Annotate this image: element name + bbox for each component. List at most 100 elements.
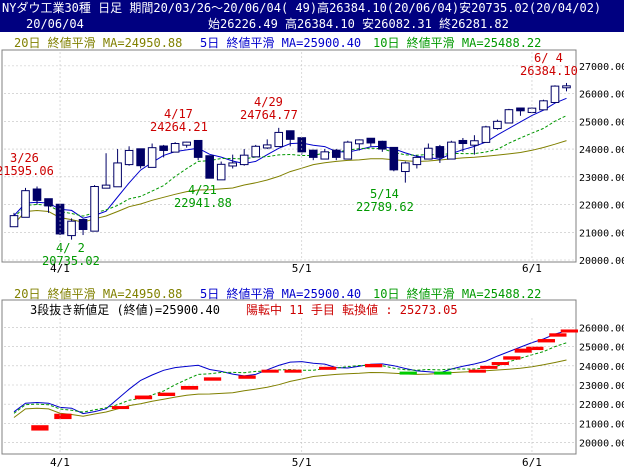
x-tick-label: 5/1 xyxy=(292,262,312,275)
candle-body xyxy=(170,143,180,153)
candle-body xyxy=(331,149,341,158)
y-tick-label: 21000.00 xyxy=(579,419,624,430)
y-tick-label: 23000.00 xyxy=(579,381,624,392)
candle-body xyxy=(113,162,122,188)
y-tick-label: 27000.00 xyxy=(579,62,624,73)
candle-body xyxy=(389,146,399,171)
x-tick-label: 4/1 xyxy=(50,456,70,469)
break-brick xyxy=(157,392,176,397)
y-tick-label: 21000.00 xyxy=(579,228,624,239)
break-brick xyxy=(560,329,578,333)
candle-body xyxy=(378,140,387,150)
candle-body xyxy=(32,188,42,201)
candle-body xyxy=(493,120,502,130)
y-tick-label: 23000.00 xyxy=(579,173,624,184)
candle-body xyxy=(366,137,376,144)
break-brick xyxy=(491,362,509,366)
x-tick-label: 6/1 xyxy=(522,262,542,275)
candle-body xyxy=(343,141,353,160)
y-tick-label: 24000.00 xyxy=(579,145,624,156)
candle-body xyxy=(458,139,468,145)
candle-body xyxy=(90,186,99,232)
ohlc-date: 20/06/04 xyxy=(26,17,84,31)
candle-body xyxy=(147,147,157,168)
break-brick xyxy=(399,371,417,375)
annotation-date: 4/17 xyxy=(164,107,193,121)
break-y-axis: 20000.00 21000.00 22000.00 23000.00 24000.00… xyxy=(579,324,624,450)
annotation-date: 3/26 xyxy=(10,151,39,165)
candle-body xyxy=(562,85,571,89)
y-tick-label: 26000.00 xyxy=(579,324,624,335)
annotation-date: 4/ 2 xyxy=(56,241,85,255)
x-tick-label: 4/1 xyxy=(50,262,70,275)
candle-body xyxy=(67,220,76,237)
break-status: 陽転中 11 手目 転換値 : 25273.05 xyxy=(246,302,458,317)
candle-body xyxy=(447,141,456,160)
break-brick xyxy=(526,346,544,351)
y-tick-label: 25000.00 xyxy=(579,343,624,354)
break-x-axis: 4/1 5/1 6/1 xyxy=(50,318,542,469)
candle-body xyxy=(320,151,330,160)
candle-y-axis: 20000.00 21000.00 22000.00 23000.00 24000.00… xyxy=(579,62,624,267)
candle-body xyxy=(539,100,548,111)
legend-ma10: 10日 終値平滑 MA=25488.22 xyxy=(373,35,541,50)
annotation-value: 22789.62 xyxy=(356,200,414,214)
y-tick-label: 22000.00 xyxy=(579,400,624,411)
candle-body xyxy=(355,139,364,145)
candle-body xyxy=(274,131,284,148)
break-grid xyxy=(4,327,574,443)
candle-body xyxy=(308,149,318,158)
candle-body xyxy=(216,163,226,181)
legend-ma20-lower: 20日 終値平滑 MA=24950.88 xyxy=(14,286,182,301)
candle-body xyxy=(504,109,514,124)
candle-body xyxy=(159,145,168,151)
break-brick xyxy=(549,333,567,337)
annotation-value: 22941.88 xyxy=(174,196,232,210)
ma10-line xyxy=(13,115,567,219)
break-brick xyxy=(54,413,72,420)
candle-body xyxy=(251,145,261,158)
y-tick-label: 25000.00 xyxy=(579,117,624,128)
annotation-date: 4/21 xyxy=(188,183,217,197)
title-bar: NYダウ工業30種 日足 期間20/03/26～20/06/04( 49)高26… xyxy=(0,0,624,16)
candle-body xyxy=(481,126,491,143)
annotation-date: 5/14 xyxy=(370,187,399,201)
annotation-value: 24264.21 xyxy=(150,120,208,134)
candle-body xyxy=(193,139,203,158)
ma5-line xyxy=(13,330,567,415)
break-brick xyxy=(134,395,153,400)
break-brick xyxy=(434,371,452,375)
annotation-value: 24764.77 xyxy=(240,108,298,122)
candle-body xyxy=(435,146,445,158)
break-brick xyxy=(203,377,222,381)
candle-body xyxy=(124,149,134,166)
annotation-value: 26384.10 xyxy=(520,64,578,78)
annotation-date: 6/ 4 xyxy=(534,51,563,65)
break-brick xyxy=(31,425,49,431)
candle-body xyxy=(228,162,237,167)
candle-body xyxy=(516,107,525,112)
x-tick-label: 6/1 xyxy=(522,456,542,469)
break-brick xyxy=(480,365,498,369)
y-tick-label: 24000.00 xyxy=(579,362,624,373)
legend-ma10-lower: 10日 終値平滑 MA=25488.22 xyxy=(373,286,541,301)
y-tick-label: 22000.00 xyxy=(579,201,624,212)
candle-body xyxy=(262,144,272,149)
break-brick xyxy=(284,369,302,373)
ma20-line xyxy=(13,140,567,225)
break-brick xyxy=(365,363,383,368)
break-brick xyxy=(503,356,521,360)
annotation-date: 4/29 xyxy=(254,95,283,109)
break-brick xyxy=(111,406,130,410)
candle-body xyxy=(78,219,88,230)
candle-x-axis: 4/1 5/1 6/1 xyxy=(50,52,542,275)
break-info: 3段抜き新値足 (終値)=25900.40 xyxy=(30,302,220,317)
break-brick xyxy=(180,385,199,390)
candle-grid xyxy=(4,65,574,261)
candle-body xyxy=(182,141,191,146)
annotation-value: 21595.06 xyxy=(0,164,54,178)
break-brick xyxy=(238,375,256,379)
